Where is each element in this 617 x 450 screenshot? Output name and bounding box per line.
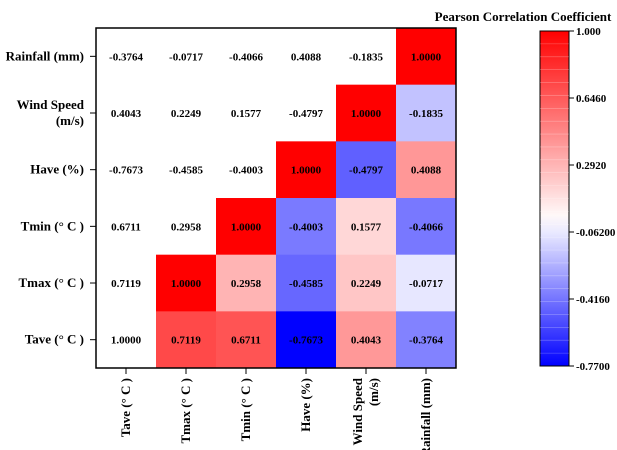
cell-value-label: 0.2958 <box>231 278 262 290</box>
colorbar-gradient <box>539 30 570 367</box>
heatmap-cell <box>396 84 456 142</box>
colorbar-tick-label: -0.06200 <box>576 227 616 239</box>
cell-value-label: -0.4797 <box>289 108 323 120</box>
cell-value-label: -0.0717 <box>169 51 203 63</box>
cell-value-label: 0.6711 <box>231 335 261 347</box>
heatmap-cell <box>216 311 276 369</box>
colorbar-tick-label: 1.000 <box>576 26 601 38</box>
column-label: Rainfall (mm) <box>418 378 433 450</box>
cell-value-label: 0.6711 <box>111 221 141 233</box>
heatmap-cells: -0.3764 -0.0717 -0.4066 0.4088 -0.1835 1.0000… <box>109 28 456 369</box>
row-label: Tmax (° C ) <box>19 275 85 290</box>
cell-value-label: -0.1835 <box>409 108 443 120</box>
cell-value-label: -0.7673 <box>289 335 323 347</box>
column-label: Have (%) <box>298 378 313 432</box>
cell-value-label: -0.4003 <box>289 221 323 233</box>
heatmap-cell <box>156 254 216 312</box>
colorbar: 1.000 0.6460 0.2920 -0.06200 -0.4160 -0.7700 <box>539 26 616 373</box>
heatmap-cell <box>336 311 396 369</box>
cell-value-label: -0.3764 <box>409 335 443 347</box>
colorbar-tick-label: -0.7700 <box>576 361 610 373</box>
cell-value-label: 0.2958 <box>171 221 202 233</box>
heatmap-cell <box>336 254 396 312</box>
cell-value-label: 0.2249 <box>171 108 202 120</box>
row-label: Tave (° C ) <box>25 332 84 347</box>
cell-value-label: 1.0000 <box>291 165 322 177</box>
column-label: (m/s) <box>366 378 381 406</box>
heatmap-cell <box>336 198 396 256</box>
cell-value-label: -0.7673 <box>109 165 143 177</box>
cell-value-label: 0.7119 <box>171 335 201 347</box>
colorbar-tick-label: 0.6460 <box>576 93 607 105</box>
row-label: Wind Speed <box>17 97 85 112</box>
heatmap-cell <box>336 141 396 199</box>
row-label: Tmin (° C ) <box>21 218 84 233</box>
heatmap-cell <box>216 198 276 256</box>
cell-value-label: 1.0000 <box>411 51 442 63</box>
column-labels: Tave (° C ) Tmax (° C ) Tmin (° C ) Have (%… <box>118 368 433 450</box>
heatmap-cell <box>276 198 336 256</box>
row-label: Have (%) <box>30 162 84 177</box>
heatmap-cell <box>216 254 276 312</box>
plot-frame <box>95 27 457 369</box>
cell-value-label: -0.0717 <box>409 278 443 290</box>
cell-value-label: 1.0000 <box>351 108 382 120</box>
column-label: Tmin (° C ) <box>238 378 253 441</box>
cell-value-label: 0.1577 <box>351 221 382 233</box>
cell-value-label: 1.0000 <box>231 221 262 233</box>
cell-value-label: 0.7119 <box>111 278 141 290</box>
cell-value-label: -0.4797 <box>349 165 383 177</box>
column-label: Wind Speed <box>350 377 365 445</box>
heatmap-cell <box>336 84 396 142</box>
heatmap-cell <box>276 254 336 312</box>
row-label: (m/s) <box>56 113 84 128</box>
cell-value-label: -0.4003 <box>229 165 263 177</box>
heatmap-cell <box>396 198 456 256</box>
heatmap-cell <box>276 141 336 199</box>
row-label: Rainfall (mm) <box>6 48 84 63</box>
cell-value-label: -0.4585 <box>289 278 323 290</box>
heatmap-cell <box>396 141 456 199</box>
colorbar-title: Pearson Correlation Coefficient <box>435 9 612 24</box>
colorbar-tick-label: 0.2920 <box>576 160 607 172</box>
cell-value-label: -0.4066 <box>229 51 263 63</box>
cell-value-label: -0.3764 <box>109 51 143 63</box>
heatmap-cell <box>396 254 456 312</box>
cell-value-label: 0.4088 <box>291 51 322 63</box>
heatmap-cell <box>156 311 216 369</box>
cell-value-label: 1.0000 <box>111 335 142 347</box>
row-labels: Rainfall (mm) Wind Speed(m/s) Have (%) Tmin… <box>6 48 96 347</box>
column-label: Tmax (° C ) <box>178 378 193 444</box>
colorbar-tick-label: -0.4160 <box>576 294 610 306</box>
cell-value-label: 0.1577 <box>231 108 262 120</box>
cell-value-label: -0.1835 <box>349 51 383 63</box>
cell-value-label: -0.4585 <box>169 165 203 177</box>
cell-value-label: 0.4088 <box>411 165 442 177</box>
cell-value-label: 1.0000 <box>171 278 202 290</box>
heatmap-cell <box>396 28 456 86</box>
column-label: Tave (° C ) <box>118 378 133 437</box>
cell-value-label: 0.2249 <box>351 278 382 290</box>
heatmap-cell <box>276 311 336 369</box>
cell-value-label: -0.4066 <box>409 221 443 233</box>
cell-value-label: 0.4043 <box>111 108 142 120</box>
cell-value-label: 0.4043 <box>351 335 382 347</box>
heatmap-cell <box>396 311 456 369</box>
